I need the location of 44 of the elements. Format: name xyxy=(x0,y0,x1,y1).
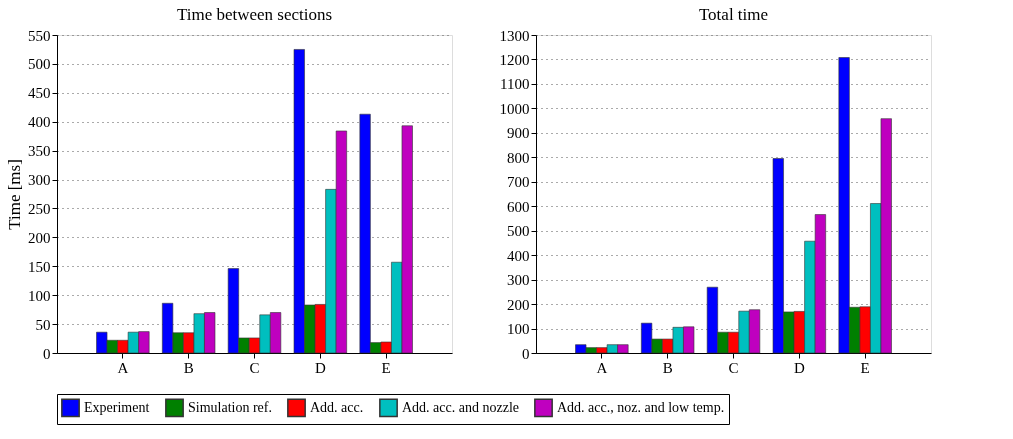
y-tick-label: 100 xyxy=(507,321,530,338)
y-tick-label: 600 xyxy=(507,198,530,215)
y-tick-label: 50 xyxy=(35,316,51,333)
y-tick-label: 500 xyxy=(507,223,530,240)
x-tick-label: C xyxy=(728,359,739,376)
y-tick-label: 200 xyxy=(28,229,51,246)
x-tick-label: D xyxy=(793,359,805,376)
x-tick-label: B xyxy=(183,359,194,376)
y-tick-label: 250 xyxy=(28,200,51,217)
legend-label: Add. acc., noz. and low temp. xyxy=(557,399,725,415)
x-tick-label: A xyxy=(117,359,129,376)
legend-label: Add. acc. xyxy=(310,399,364,415)
y-tick-label: 100 xyxy=(28,287,51,304)
legend-label: Experiment xyxy=(84,399,150,415)
y-tick-label: 800 xyxy=(507,149,530,166)
y-tick-label: 200 xyxy=(507,296,530,313)
x-tick-label: C xyxy=(249,359,260,376)
legend-label: Simulation ref. xyxy=(188,399,272,415)
y-tick-label: 300 xyxy=(28,172,51,189)
y-tick-label: 350 xyxy=(28,143,51,160)
y-tick-label: 900 xyxy=(507,125,530,142)
y-tick-label: 150 xyxy=(28,258,51,275)
y-tick-label: 1100 xyxy=(500,76,530,93)
y-tick-label: 500 xyxy=(28,56,51,73)
chart-title: Total time xyxy=(698,5,769,24)
y-axis-title: Time [ms] xyxy=(5,159,24,230)
x-tick-label: B xyxy=(662,359,673,376)
x-tick-label: A xyxy=(596,359,608,376)
x-tick-label: E xyxy=(860,359,870,376)
x-tick-label: D xyxy=(314,359,326,376)
y-tick-label: 1000 xyxy=(499,100,530,117)
y-tick-label: 0 xyxy=(522,345,530,362)
y-tick-label: 1300 xyxy=(499,27,530,44)
y-tick-label: 0 xyxy=(43,345,51,362)
y-tick-label: 550 xyxy=(28,27,51,44)
chart-title: Time between sections xyxy=(176,5,333,24)
y-tick-label: 300 xyxy=(507,272,530,289)
y-tick-label: 450 xyxy=(28,85,51,102)
y-tick-label: 400 xyxy=(507,247,530,264)
y-tick-label: 700 xyxy=(507,174,530,191)
y-tick-label: 400 xyxy=(28,114,51,131)
x-tick-label: E xyxy=(381,359,391,376)
y-tick-label: 1200 xyxy=(499,51,530,68)
legend-label: Add. acc. and nozzle xyxy=(402,399,519,415)
